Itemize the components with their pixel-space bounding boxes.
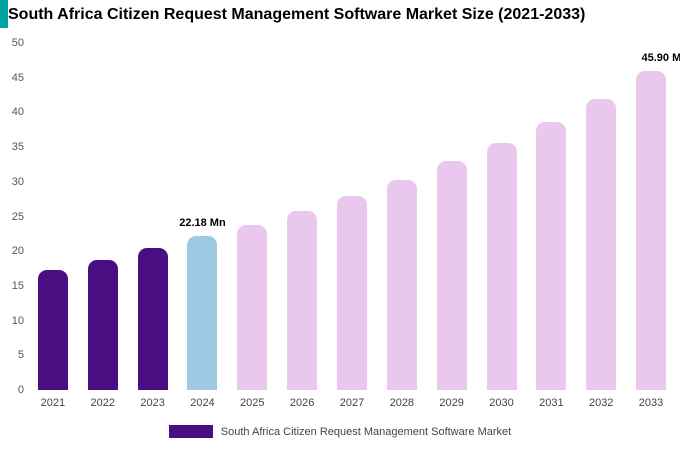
bar-2030: [486, 142, 517, 390]
bar-column-2033: 45.90 Mn: [626, 43, 680, 390]
bar-2032: [586, 99, 617, 390]
y-tick-label: 15: [11, 279, 24, 292]
x-tick-label-2023: 2023: [140, 397, 165, 409]
plot-area: 22.18 Mn 45.90 Mn: [28, 43, 680, 390]
x-tick-label-2022: 2022: [90, 397, 115, 409]
y-tick-label: 25: [11, 210, 24, 223]
bar-column-2028: [377, 43, 427, 390]
bar-2021: [37, 269, 68, 390]
bar-column-2023: [128, 43, 178, 390]
y-tick-label: 35: [11, 141, 24, 154]
y-axis: 0 5 10 15 20 25 30 35 40 45 50: [0, 0, 26, 450]
chart-title: South Africa Citizen Request Management …: [8, 6, 586, 23]
bar-2023: [137, 247, 168, 390]
bar-2027: [336, 195, 367, 390]
y-tick-label: 5: [17, 349, 24, 362]
bar-2031: [536, 122, 567, 390]
corner-accent: [0, 0, 8, 28]
x-tick-label-2028: 2028: [389, 397, 415, 409]
y-tick-label: 10: [11, 314, 24, 327]
x-tick-label-2032: 2032: [588, 397, 614, 409]
x-axis: 2021 2022 2023 2024 2025 2026 2027 2028 2029 2030…: [28, 397, 676, 411]
bar-column-2021: [28, 43, 78, 390]
legend: South Africa Citizen Request Management …: [0, 425, 680, 438]
y-tick-label: 50: [11, 37, 24, 49]
y-tick-label: 40: [11, 106, 24, 119]
bar-column-2032: [576, 43, 626, 390]
bar-column-2029: [427, 43, 477, 390]
x-tick-label-2024: 2024: [190, 397, 215, 409]
bar-column-2027: [327, 43, 377, 390]
bar-2024: [187, 236, 218, 390]
bar-2025: [237, 224, 268, 390]
bar-value-label: 45.90 Mn: [641, 52, 680, 65]
bar-2022: [87, 259, 118, 390]
bar-2033: [636, 71, 667, 390]
bar-column-2024: 22.18 Mn: [178, 43, 228, 390]
bar-column-2031: [526, 43, 576, 390]
y-tick-label: 45: [11, 71, 24, 84]
bar-2026: [287, 210, 318, 390]
x-tick-label-2031: 2031: [539, 397, 564, 409]
bar-column-2022: [78, 43, 128, 390]
x-tick-label-2033: 2033: [638, 397, 664, 409]
y-tick-label: 0: [17, 384, 24, 396]
bar-2028: [386, 180, 417, 390]
bar-column-2025: [227, 43, 277, 390]
bar-value-label: 22.18 Mn: [179, 217, 226, 230]
x-tick-label-2021: 2021: [40, 397, 66, 409]
bar-column-2026: [277, 43, 327, 390]
x-tick-label-2029: 2029: [439, 397, 464, 409]
y-tick-label: 20: [11, 245, 24, 258]
x-tick-label-2026: 2026: [289, 397, 315, 409]
bar-2029: [436, 160, 467, 390]
y-tick-label: 30: [11, 175, 24, 188]
x-tick-label-2027: 2027: [339, 397, 365, 409]
x-tick-label-2030: 2030: [489, 397, 514, 409]
bar-column-2030: [477, 43, 527, 390]
x-tick-label-2025: 2025: [240, 397, 265, 409]
legend-swatch: [168, 425, 213, 438]
legend-label: South Africa Citizen Request Management …: [220, 425, 512, 438]
